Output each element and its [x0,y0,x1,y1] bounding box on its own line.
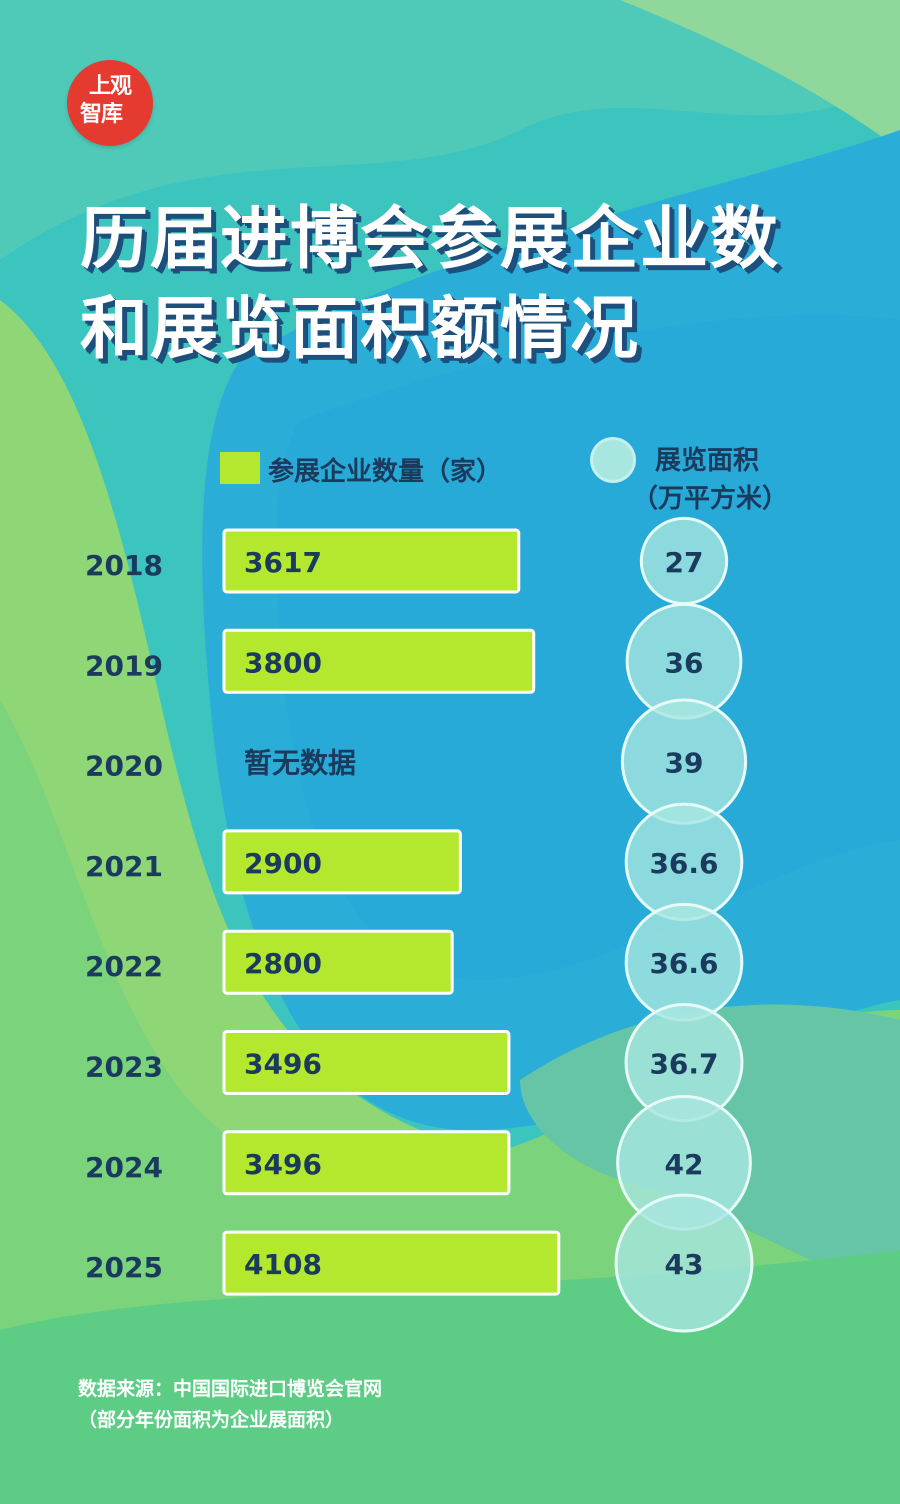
circle-value-label: 27 [665,546,704,579]
year-label: 2025 [85,1251,163,1284]
year-label: 2020 [85,750,163,783]
circle-value-label: 36 [665,646,704,679]
legend-circle-unit: （万平方米） [632,484,789,514]
bar-2024 [222,1130,511,1196]
bar-value-label: 3800 [244,646,322,679]
bar-2019 [222,628,536,694]
year-label: 2019 [85,649,163,682]
legend-bar-swatch [220,452,260,484]
circle-value-label: 39 [665,747,704,780]
circle-value-label: 36.7 [649,1048,718,1081]
bar-2023 [222,1030,511,1095]
circle-series [614,516,754,1333]
circle-2025 [614,1193,754,1333]
legend-circle-swatch [593,440,633,480]
legend-circle-label: 展览面积 [655,446,760,476]
source-note-line2: （部分年份面积为企业展面积） [78,1409,345,1431]
circle-value-label: 43 [665,1248,704,1281]
source-note-line1: 数据来源：中国国际进口博览会官网 [78,1378,383,1400]
legend-bar-label: 参展企业数量（家） [268,457,503,487]
bar-2025 [222,1230,561,1296]
bar-value-label: 3617 [244,546,322,579]
bar-value-label: 3496 [244,1148,322,1181]
page-title-line2: 和展览面积额情况 [80,290,641,369]
year-label: 2022 [85,950,163,983]
bar-2021 [222,829,462,895]
circle-value-label: 42 [665,1148,704,1181]
year-label: 2023 [85,1051,163,1084]
bar-value-label: 3496 [244,1048,322,1081]
labels: 2018 3617 27 2019 3800 36 2020 暂无数据 39 2021 2900 36… [85,546,719,1284]
bar-2018 [222,528,521,594]
logo: 上观 智库 [67,60,153,146]
circle-value-label: 36.6 [649,847,718,880]
logo-text-line1: 上观 [89,74,132,99]
year-label: 2024 [85,1151,163,1184]
bar-series [222,528,561,1296]
bar-value-label: 4108 [244,1248,322,1281]
year-label: 2018 [85,549,163,582]
year-label: 2021 [85,850,163,883]
bar-value-label: 2900 [244,847,322,880]
page-title-line1: 历届进博会参展企业数 [80,200,781,279]
circle-value-label: 36.6 [649,947,718,980]
bar-value-label: 2800 [244,947,322,980]
logo-text-line2: 智库 [80,102,123,127]
bar-value-label: 暂无数据 [244,747,356,780]
bar-2022 [222,929,454,995]
